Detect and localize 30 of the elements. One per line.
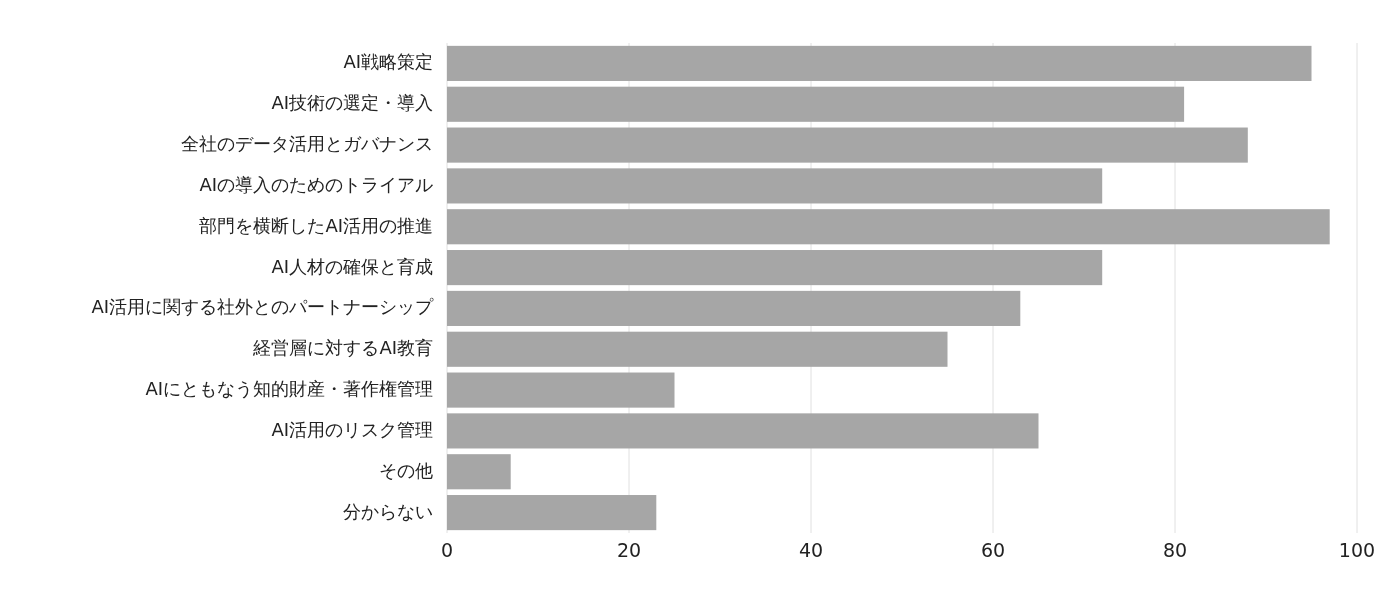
y-tick-label: AI技術の選定・導入 — [271, 92, 433, 114]
y-tick-label: AIの導入のためのトライアル — [199, 173, 433, 195]
bar — [447, 250, 1103, 286]
bar — [447, 495, 657, 531]
bar — [447, 331, 948, 367]
bar — [447, 413, 1039, 449]
bar — [447, 372, 675, 408]
y-tick-label: AIにともなう知的財産・著作権管理 — [145, 378, 433, 400]
x-tick-label: 80 — [1162, 539, 1188, 561]
bar — [447, 127, 1248, 163]
y-tick-label: 分からない — [343, 500, 433, 522]
bar — [447, 454, 511, 490]
y-tick-label: その他 — [379, 459, 433, 481]
y-tick-label: AI戦略策定 — [343, 51, 433, 73]
y-tick-label: 経営層に対するAI教育 — [252, 337, 433, 359]
bar — [447, 209, 1330, 245]
y-tick-label: AI活用に関する社外とのパートナーシップ — [91, 296, 434, 318]
x-tick-label: 0 — [440, 539, 454, 561]
y-tick-label: AI活用のリスク管理 — [271, 418, 433, 440]
x-tick-label: 40 — [798, 539, 824, 561]
bar — [447, 168, 1103, 204]
x-tick-label: 60 — [980, 539, 1006, 561]
bar — [447, 45, 1312, 81]
y-tick-label: 部門を横断したAI活用の推進 — [199, 214, 433, 236]
bar — [447, 86, 1185, 122]
bar — [447, 290, 1021, 326]
y-tick-label: 全社のデータ活用とガバナンス — [181, 133, 433, 155]
x-tick-label: 20 — [616, 539, 642, 561]
x-tick-label: 100 — [1338, 539, 1376, 561]
y-tick-label: AI人材の確保と育成 — [271, 255, 433, 277]
